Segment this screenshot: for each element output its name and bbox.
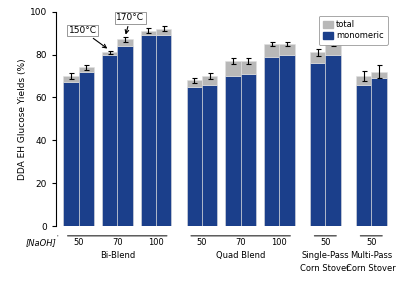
Bar bbox=[356, 76, 371, 85]
Text: Corn Stover: Corn Stover bbox=[300, 264, 350, 273]
Bar bbox=[279, 44, 295, 55]
Bar bbox=[202, 76, 217, 85]
Bar bbox=[279, 55, 295, 226]
Text: Bi-Blend: Bi-Blend bbox=[100, 251, 135, 260]
Bar bbox=[225, 61, 241, 76]
Bar bbox=[117, 46, 132, 226]
Text: Multi-Pass: Multi-Pass bbox=[350, 251, 392, 260]
Text: 50: 50 bbox=[320, 238, 330, 247]
Bar bbox=[141, 31, 156, 35]
Bar bbox=[141, 35, 156, 226]
Bar bbox=[310, 52, 325, 63]
Bar bbox=[63, 76, 78, 82]
Text: Quad Blend: Quad Blend bbox=[216, 251, 265, 260]
Bar bbox=[156, 29, 171, 35]
Bar bbox=[117, 39, 132, 46]
Bar bbox=[325, 44, 341, 55]
Bar bbox=[371, 72, 386, 78]
Text: 50: 50 bbox=[197, 238, 207, 247]
Text: 150°C: 150°C bbox=[68, 26, 106, 48]
Bar bbox=[371, 78, 386, 226]
Text: 100: 100 bbox=[272, 238, 287, 247]
Legend: total, monomeric: total, monomeric bbox=[318, 16, 388, 45]
Bar bbox=[310, 63, 325, 226]
Bar bbox=[241, 74, 256, 226]
Text: 50: 50 bbox=[73, 238, 84, 247]
Bar bbox=[325, 55, 341, 226]
Bar bbox=[102, 52, 117, 55]
Text: 170°C: 170°C bbox=[116, 13, 144, 33]
Text: [NaOH]: [NaOH] bbox=[25, 238, 56, 247]
Bar bbox=[202, 85, 217, 226]
Y-axis label: DDA EH Glucose Yields (%): DDA EH Glucose Yields (%) bbox=[18, 58, 27, 180]
Bar bbox=[78, 72, 94, 226]
Text: 70: 70 bbox=[112, 238, 122, 247]
Bar bbox=[264, 44, 279, 57]
Bar bbox=[264, 57, 279, 226]
Bar bbox=[225, 76, 241, 226]
Bar bbox=[187, 80, 202, 87]
Bar bbox=[356, 85, 371, 226]
Text: 100: 100 bbox=[148, 238, 164, 247]
Bar bbox=[78, 67, 94, 72]
Bar bbox=[63, 82, 78, 226]
Text: Single-Pass: Single-Pass bbox=[302, 251, 349, 260]
Bar bbox=[241, 61, 256, 74]
Text: 50: 50 bbox=[366, 238, 376, 247]
Text: 70: 70 bbox=[235, 238, 246, 247]
Text: Corn Stover: Corn Stover bbox=[346, 264, 396, 273]
Bar bbox=[156, 35, 171, 226]
Bar bbox=[187, 87, 202, 226]
Bar bbox=[102, 55, 117, 226]
